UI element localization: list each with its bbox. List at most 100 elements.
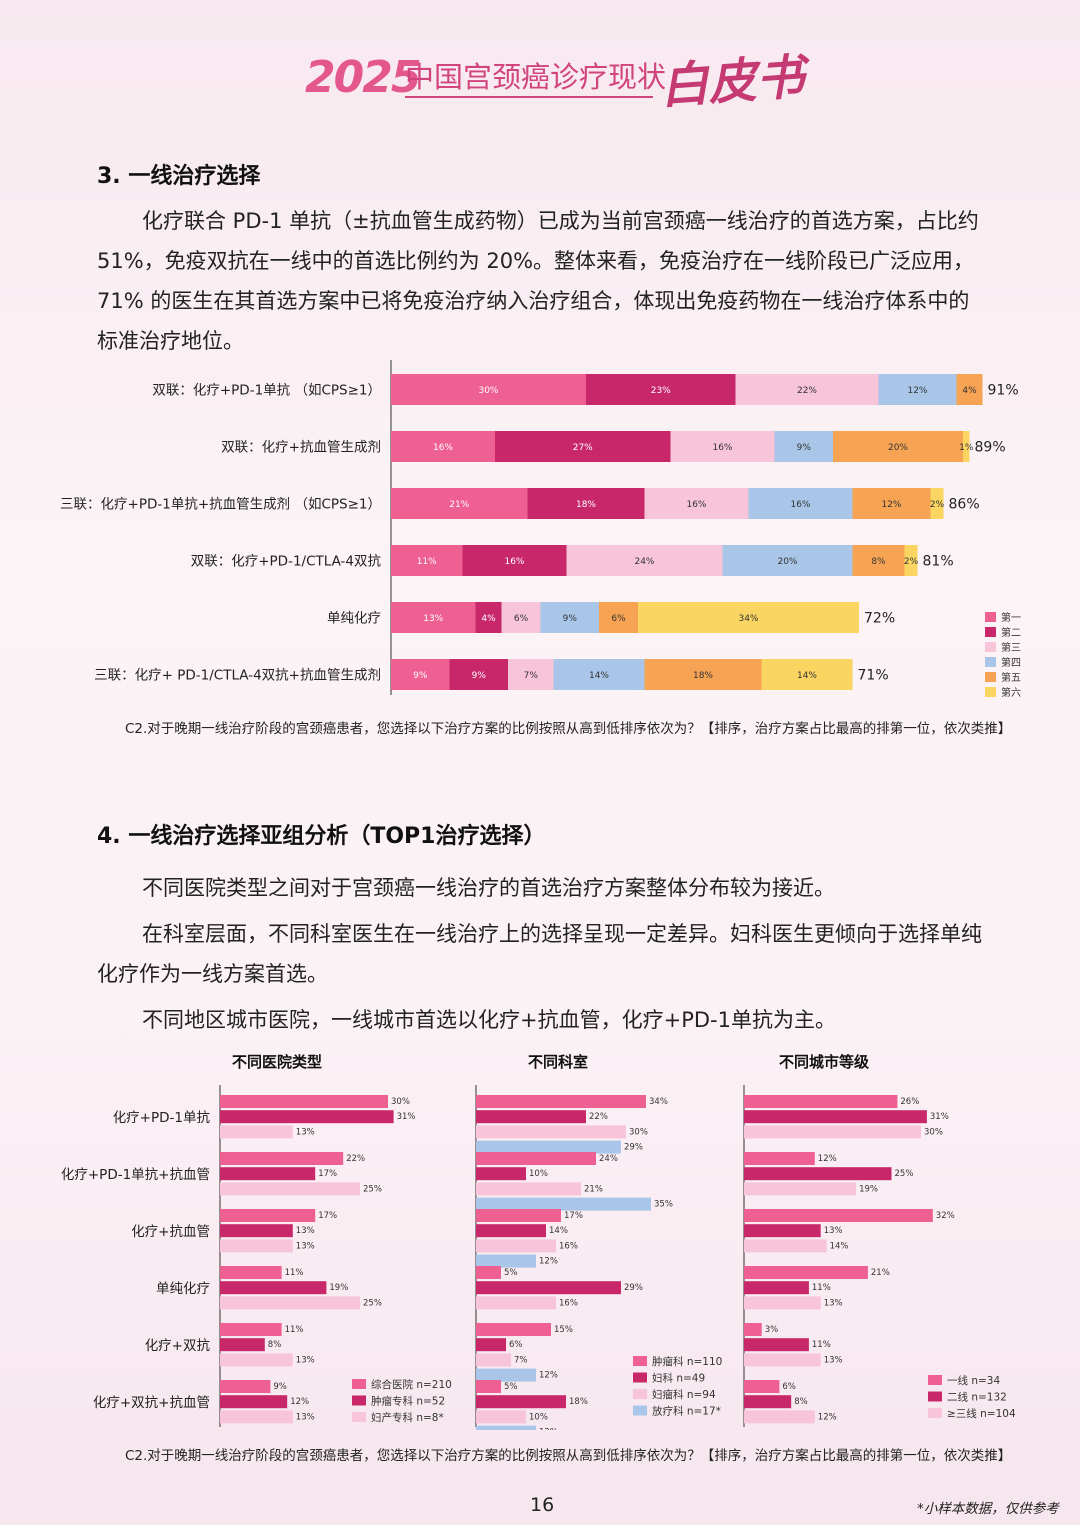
chart1-data-label: 27% <box>573 443 593 453</box>
chart1-data-label: 34% <box>738 614 758 624</box>
chart1-legend-swatch <box>985 612 996 622</box>
chart1-bar-segment <box>586 374 736 405</box>
subgroup-data-label: 11% <box>285 1325 304 1335</box>
subgroup-legend-label: 放疗科 n=17* <box>652 1405 721 1418</box>
chart1-bar-segment <box>391 488 528 519</box>
subgroup-bar <box>220 1296 360 1310</box>
subgroup-bar <box>476 1110 586 1124</box>
subgroup-legend-label: 综合医院 n=210 <box>371 1378 452 1391</box>
chart1-legend-swatch <box>985 672 996 682</box>
subgroup-bar <box>476 1152 596 1165</box>
subgroup-data-label: 12% <box>539 1371 558 1381</box>
chart1-legend-swatch <box>985 642 996 652</box>
chart1-bar-segment <box>833 431 963 462</box>
subgroup-data-label: 26% <box>900 1097 919 1107</box>
section4-paragraph-3: 不同地区城市医院，一线城市首选以化疗+抗血管，化疗+PD-1单抗为主。 <box>142 1008 836 1032</box>
subgroup-data-label: 24% <box>599 1154 618 1164</box>
subgroup-data-label: 30% <box>629 1127 648 1137</box>
chart1-bar-segment <box>735 374 879 405</box>
subgroup-bar <box>744 1224 821 1238</box>
section4-paragraph-2: 在科室层面，不同科室医生在一线治疗上的选择呈现一定差异。妇科医生更倾向于选择单纯… <box>97 922 982 986</box>
subgroup-bar <box>476 1209 561 1222</box>
subgroup-bar <box>476 1395 566 1409</box>
subgroup-legend-swatch <box>352 1379 366 1389</box>
header-underline <box>405 96 653 98</box>
subgroup-bar <box>476 1182 581 1196</box>
subgroup-data-label: 35% <box>654 1200 673 1210</box>
chart1-data-label: 6% <box>611 614 626 624</box>
subgroup-bar <box>220 1182 360 1196</box>
subgroup-bar <box>744 1095 898 1108</box>
subgroup-legend-swatch <box>928 1391 942 1402</box>
subgroup-bar <box>476 1296 556 1310</box>
subgroup-bar <box>476 1380 501 1393</box>
subgroup-data-label: 9% <box>273 1382 287 1392</box>
chart1-data-label: 4% <box>481 614 496 624</box>
subgroup-bar <box>744 1110 927 1124</box>
subgroup-bar <box>220 1281 327 1295</box>
subgroup-data-label: 5% <box>504 1268 518 1278</box>
subgroup-data-label: 12% <box>539 1257 558 1267</box>
subgroup-bar <box>220 1224 293 1238</box>
subgroup-data-label: 16% <box>559 1298 578 1308</box>
subgroup-bar <box>476 1323 551 1336</box>
subgroup-data-label: 25% <box>363 1184 382 1194</box>
subgroup-data-label: 7% <box>514 1355 528 1365</box>
subgroup-legend-label: 妇瘤科 n=94 <box>652 1388 716 1401</box>
subgroup-data-label: 3% <box>765 1325 779 1335</box>
chart1-data-label: 9% <box>472 671 487 681</box>
chart1-bar-segment <box>644 488 749 519</box>
subgroup-data-label: 31% <box>397 1112 416 1122</box>
subgroup-bar <box>744 1209 933 1222</box>
subgroup-data-label: 8% <box>794 1397 808 1407</box>
subgroup-bar <box>220 1338 265 1352</box>
chart1-data-label: 9% <box>413 671 428 681</box>
subgroup-data-label: 11% <box>285 1268 304 1278</box>
subgroup-legend-label: 妇科 n=49 <box>652 1372 705 1385</box>
chart1-bar-segment <box>449 659 508 690</box>
subgroup-legend-label: 肿瘤专科 n=52 <box>371 1395 445 1408</box>
chart1-data-label: 9% <box>563 614 578 624</box>
chart1-total-label: 89% <box>975 440 1006 456</box>
subgroup-category-label: 单纯化疗 <box>156 1281 210 1297</box>
subgroup-bar <box>744 1296 821 1310</box>
header-banner: 2025 中国宫颈癌诊疗现状 白皮书 <box>0 38 1080 118</box>
subgroup-data-label: 19% <box>329 1283 348 1293</box>
subgroup-bar <box>476 1197 651 1211</box>
chart1-bar-segment <box>391 659 450 690</box>
subgroup-data-label: 25% <box>363 1298 382 1308</box>
chart1-bar-segment <box>462 545 567 576</box>
chart1-legend-label: 第六 <box>1001 686 1021 699</box>
subgroup-bar <box>476 1266 501 1279</box>
subgroup-data-label: 10% <box>529 1412 548 1422</box>
chart1-bar-segment <box>956 374 983 405</box>
chart1-bar-segment <box>722 545 853 576</box>
subgroup-data-label: 22% <box>589 1112 608 1122</box>
chart1-data-label: 9% <box>797 443 812 453</box>
subgroup-data-label: 12% <box>818 1154 837 1164</box>
subgroup-bar <box>476 1167 526 1181</box>
chart1-data-label: 16% <box>686 500 706 510</box>
stacked-ranking-chart: 双联：化疗+PD-1单抗 （如CPS≥1） 30% 23% 22% 12% 4% 91% 双联… <box>60 360 1021 699</box>
subgroup-data-label: 13% <box>296 1412 315 1422</box>
subgroup-bar <box>476 1353 511 1367</box>
subgroup-legend-swatch <box>928 1375 942 1385</box>
caption-chart2: C2.对于晚期一线治疗阶段的宫颈癌患者，您选择以下治疗方案的比例按照从高到低排序… <box>125 1448 1012 1464</box>
chart1-data-label: 18% <box>576 500 596 510</box>
subgroup-bar <box>744 1410 815 1424</box>
chart1-bar-segment <box>930 488 944 519</box>
chart1-bar-segment <box>878 374 957 405</box>
chart1-data-label: 16% <box>712 443 732 453</box>
subgroup-data-label: 17% <box>564 1211 583 1221</box>
subgroup-data-label: 6% <box>782 1382 796 1392</box>
subgroup-bar <box>220 1239 293 1253</box>
subgroup-data-label: 10% <box>529 1169 548 1179</box>
chart1-data-label: 11% <box>417 557 437 567</box>
chart1-data-label: 14% <box>797 671 817 681</box>
subgroup-bar <box>476 1239 556 1253</box>
subgroup-data-label: 29% <box>624 1283 643 1293</box>
subgroup-bar <box>476 1140 621 1154</box>
subgroup-bar <box>476 1338 506 1352</box>
subgroup-bar <box>744 1125 921 1139</box>
